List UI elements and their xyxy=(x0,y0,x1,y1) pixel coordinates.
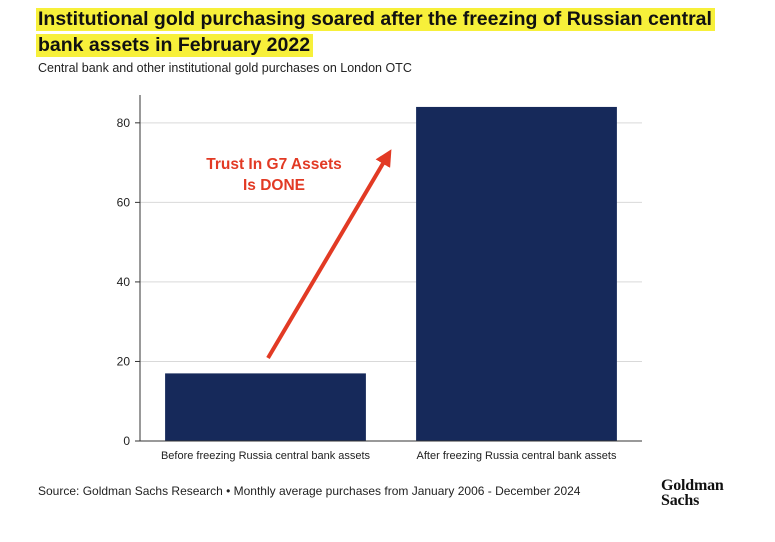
goldman-sachs-logo: Goldman Sachs xyxy=(661,477,724,509)
logo-line2: Sachs xyxy=(661,492,700,509)
y-tick-label: 80 xyxy=(117,116,131,130)
bar xyxy=(165,373,366,441)
bar xyxy=(416,106,617,442)
y-tick-label: 20 xyxy=(117,354,131,368)
source-note: Source: Goldman Sachs Research • Monthly… xyxy=(38,484,581,498)
y-tick-label: 60 xyxy=(117,195,131,209)
chart-title: Institutional gold purchasing soared aft… xyxy=(36,6,726,58)
x-tick-label: Before freezing Russia central bank asse… xyxy=(161,450,371,462)
bar-chart: 0 20 40 60 80 Before freezing Russia central … xyxy=(117,95,642,462)
annotation-arrow xyxy=(266,149,392,360)
chart-subtitle: Central bank and other institutional gol… xyxy=(38,61,412,75)
annotation-text-line1: Trust In G7 Assets xyxy=(206,156,342,173)
annotation-text-line2: Is DONE xyxy=(243,177,305,194)
x-tick-label: After freezing Russia central bank asset… xyxy=(417,450,617,462)
y-tick-label: 0 xyxy=(123,434,130,448)
y-tick-label: 40 xyxy=(117,275,131,289)
logo-line1: Goldman xyxy=(661,477,724,494)
